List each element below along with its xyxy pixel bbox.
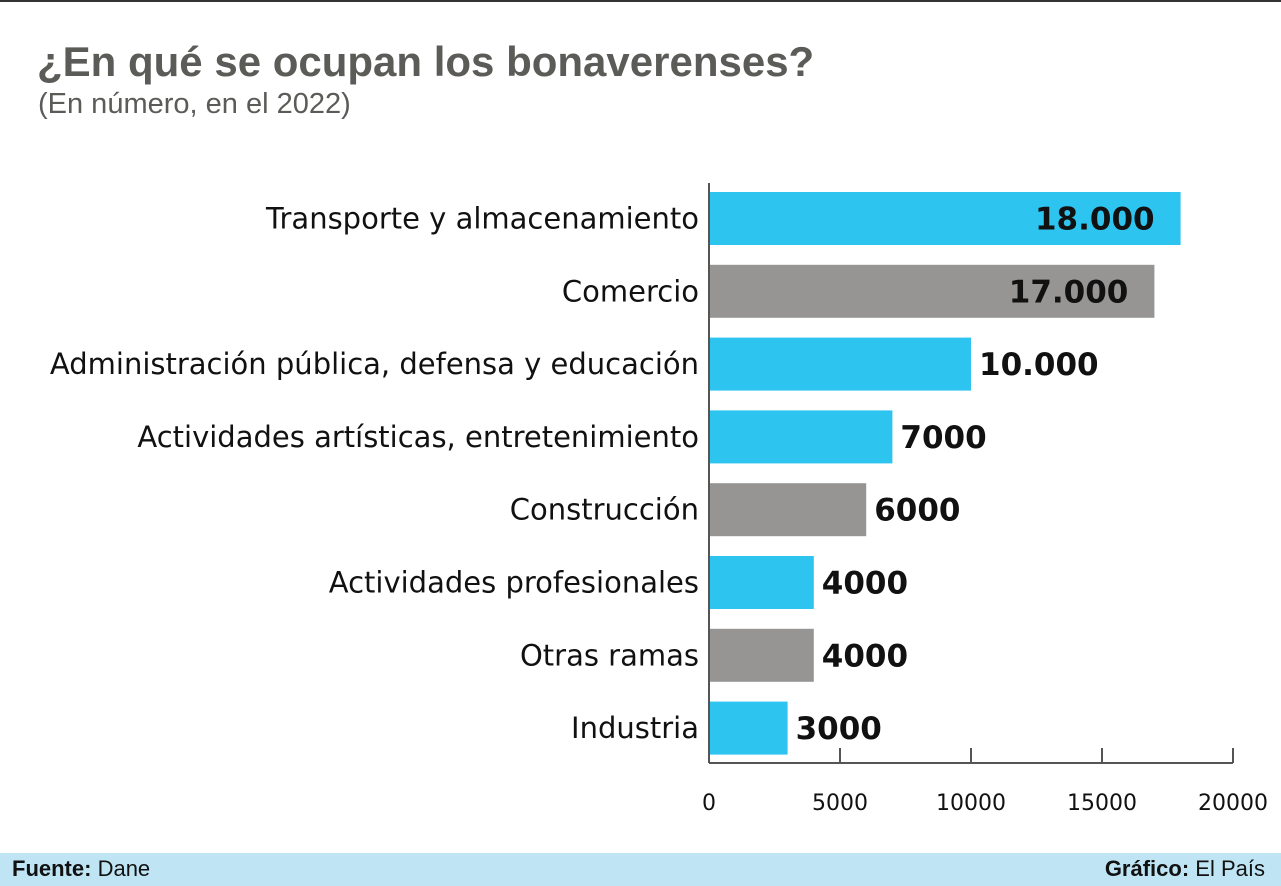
category-label: Actividades artísticas, entretenimiento [137,420,699,454]
bar [709,556,814,609]
category-label: Construcción [510,493,699,527]
x-tick-label: 15000 [1067,791,1137,816]
category-label: Transporte y almacenamiento [265,202,699,236]
category-label: Comercio [562,274,699,308]
bar [709,701,788,755]
bar [709,628,814,682]
category-label: Otras ramas [520,638,699,672]
data-label: 7000 [900,420,986,456]
graphic-credit: Gráfico: El País [1105,856,1265,882]
bar [709,337,971,391]
credit-label: Gráfico: [1104,856,1190,881]
source-value: Dane [97,856,151,881]
bar-chart: Transporte y almacenamiento 18.000 Comerci… [50,183,1268,816]
chart-title: ¿En qué se ocupan los bonaverenses? [37,38,815,85]
bar [709,192,1181,245]
data-label: 10.000 [979,347,1099,383]
credit-value: El País [1195,856,1265,881]
x-tick-label: 5000 [812,791,868,816]
bar [709,410,893,464]
data-label: 18.000 [1035,202,1155,238]
source-credit: Fuente: Dane [12,856,150,882]
x-tick-label: 0 [702,791,716,816]
chart-subtitle: (En número, en el 2022) [38,88,351,120]
category-label: Actividades profesionales [329,566,699,600]
data-label: 4000 [822,566,908,602]
data-label: 17.000 [1009,274,1129,310]
data-label: 4000 [822,638,908,674]
data-label: 6000 [874,493,960,529]
category-label: Administración pública, defensa y educac… [50,347,699,381]
bar [709,483,867,537]
source-label: Fuente: [12,856,92,881]
bar [709,264,1155,318]
x-tick-label: 20000 [1198,791,1268,816]
data-label: 3000 [796,711,882,747]
x-tick-label: 10000 [936,791,1006,816]
top-rule [0,0,1281,2]
category-label: Industria [571,711,699,745]
footer-bar: Fuente: Dane Gráfico: El País [0,853,1281,886]
